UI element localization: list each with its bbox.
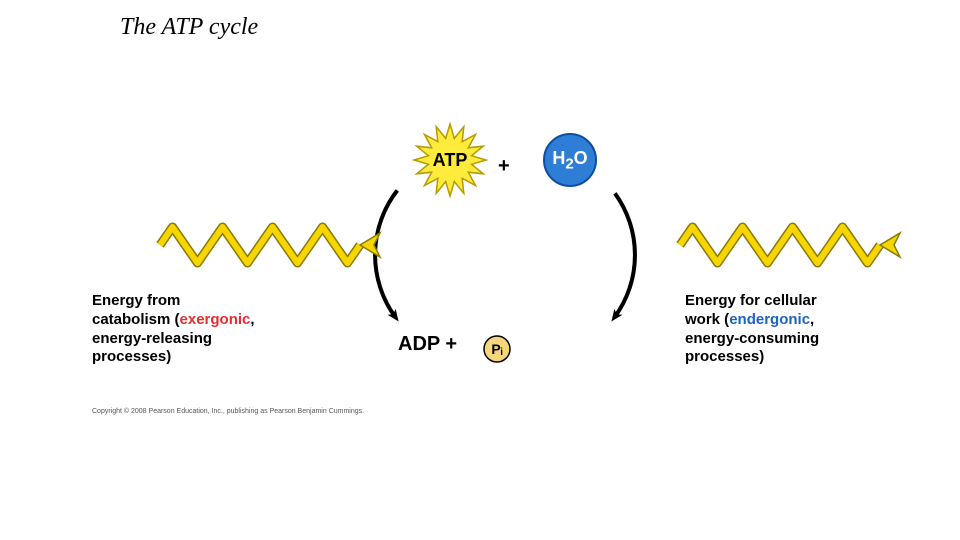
caption-line: work (endergonic, [685, 311, 895, 330]
caption-line: processes) [92, 348, 292, 367]
atp-label: ATP [433, 150, 468, 170]
energy-out-arrow-head [880, 233, 900, 257]
caption-line: energy-releasing [92, 330, 292, 349]
caption-line: Energy from [92, 292, 292, 311]
caption-line: catabolism (exergonic, [92, 311, 292, 330]
caption-line: Energy for cellular [685, 292, 895, 311]
h2o-label: H2O [552, 148, 588, 173]
caption-line: processes) [685, 348, 895, 367]
caption-exergonic: Energy from catabolism (exergonic, energ… [92, 292, 292, 367]
diagram-svg: ATP + ADP + Pᵢ [0, 0, 960, 540]
adp-label: ADP + [398, 333, 457, 355]
caption-line: energy-consuming [685, 330, 895, 349]
diagram-stage: The ATP cycle ATP+ADP +Pᵢ H2O Energy fro… [0, 0, 960, 540]
cycle-arrow-right [615, 193, 635, 316]
plus-label: + [498, 155, 510, 177]
caption-endergonic: Energy for cellular work (endergonic, en… [685, 292, 895, 367]
copyright-text: Copyright © 2008 Pearson Education, Inc.… [92, 408, 364, 415]
pi-label: Pᵢ [491, 341, 502, 357]
